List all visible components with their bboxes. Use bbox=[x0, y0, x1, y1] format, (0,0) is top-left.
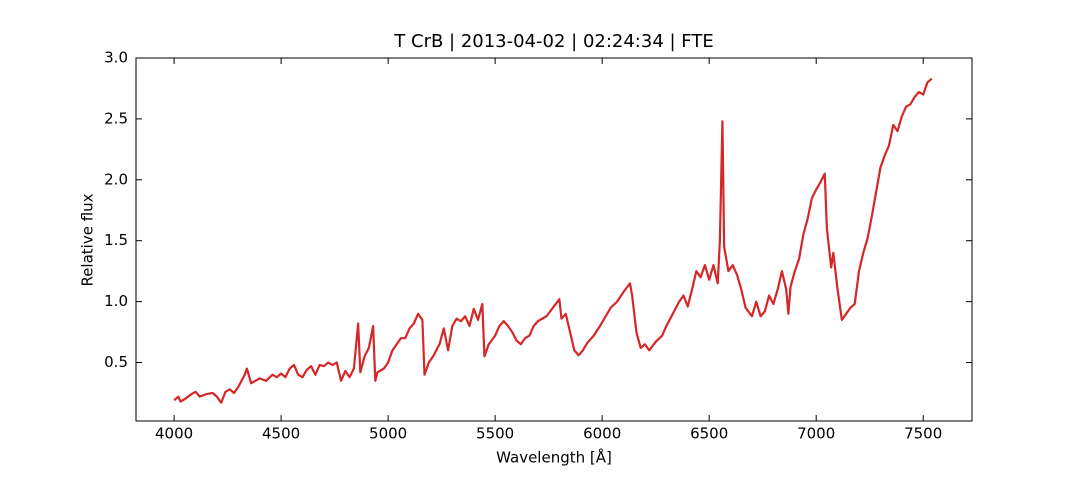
y-tick-label: 1.0 bbox=[104, 292, 128, 310]
x-axis-label: Wavelength [Å] bbox=[496, 448, 612, 467]
y-tick-label: 2.0 bbox=[104, 170, 128, 188]
x-tick-label: 7500 bbox=[904, 425, 942, 443]
y-tick-label: 2.5 bbox=[104, 109, 128, 127]
x-tick-label: 5000 bbox=[369, 425, 407, 443]
x-tick-label: 6000 bbox=[583, 425, 621, 443]
x-tick-label: 7000 bbox=[797, 425, 835, 443]
x-tick-label: 4500 bbox=[262, 425, 300, 443]
x-tick-label: 6500 bbox=[690, 425, 728, 443]
y-axis-label: Relative flux bbox=[79, 193, 97, 286]
spectrum-line bbox=[173, 77, 933, 404]
plot-frame bbox=[135, 57, 973, 422]
y-tick-label: 0.5 bbox=[104, 353, 128, 371]
x-tick-label: 4000 bbox=[155, 425, 193, 443]
y-tick-label: 3.0 bbox=[104, 49, 128, 67]
chart-title: T CrB | 2013-04-02 | 02:24:34 | FTE bbox=[393, 31, 713, 52]
y-tick-label: 1.5 bbox=[104, 231, 128, 249]
x-tick-label: 5500 bbox=[476, 425, 514, 443]
